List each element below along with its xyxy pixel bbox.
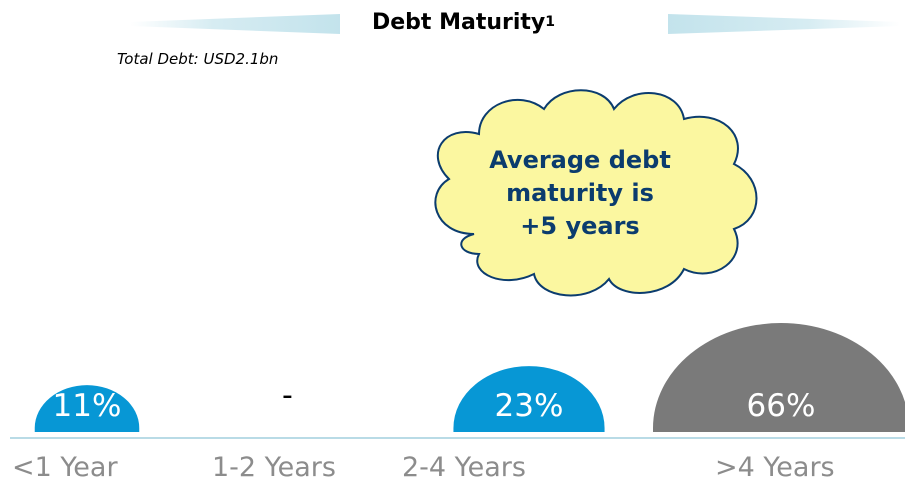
category-label-lt1-year: <1 Year [12,452,118,483]
category-label-2-4-years: 2-4 Years [402,452,526,483]
category-label-1-2-years: 1-2 Years [212,452,336,483]
x-axis-line [10,437,905,439]
chart-subtitle: Total Debt: USD2.1bn [117,50,279,68]
annotation-line-2: maturity is [506,179,654,207]
value-label-gt4-years: 66% [747,388,816,424]
annotation-cloud [434,89,758,297]
annotation-line-3: +5 years [520,212,640,240]
value-label-2-4-years: 23% [495,388,564,424]
value-label-lt1-year: 11% [53,388,122,424]
title-footnote-marker: 1 [545,14,556,30]
chart-title: Debt Maturity1 [372,10,556,35]
category-label-gt4-years: >4 Years [715,452,835,483]
value-label-1-2-years: - [282,378,293,413]
bar-gt4-years [653,323,905,432]
bar-lt1-year [34,385,140,432]
annotation-line-1: Average debt [489,146,671,174]
bar-2-4-years [453,366,605,432]
annotation-text: Average debt maturity is +5 years [470,144,690,243]
